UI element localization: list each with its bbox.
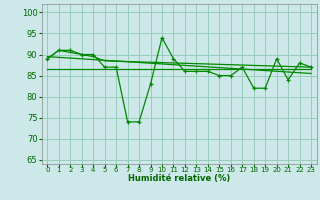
X-axis label: Humidité relative (%): Humidité relative (%) xyxy=(128,174,230,183)
